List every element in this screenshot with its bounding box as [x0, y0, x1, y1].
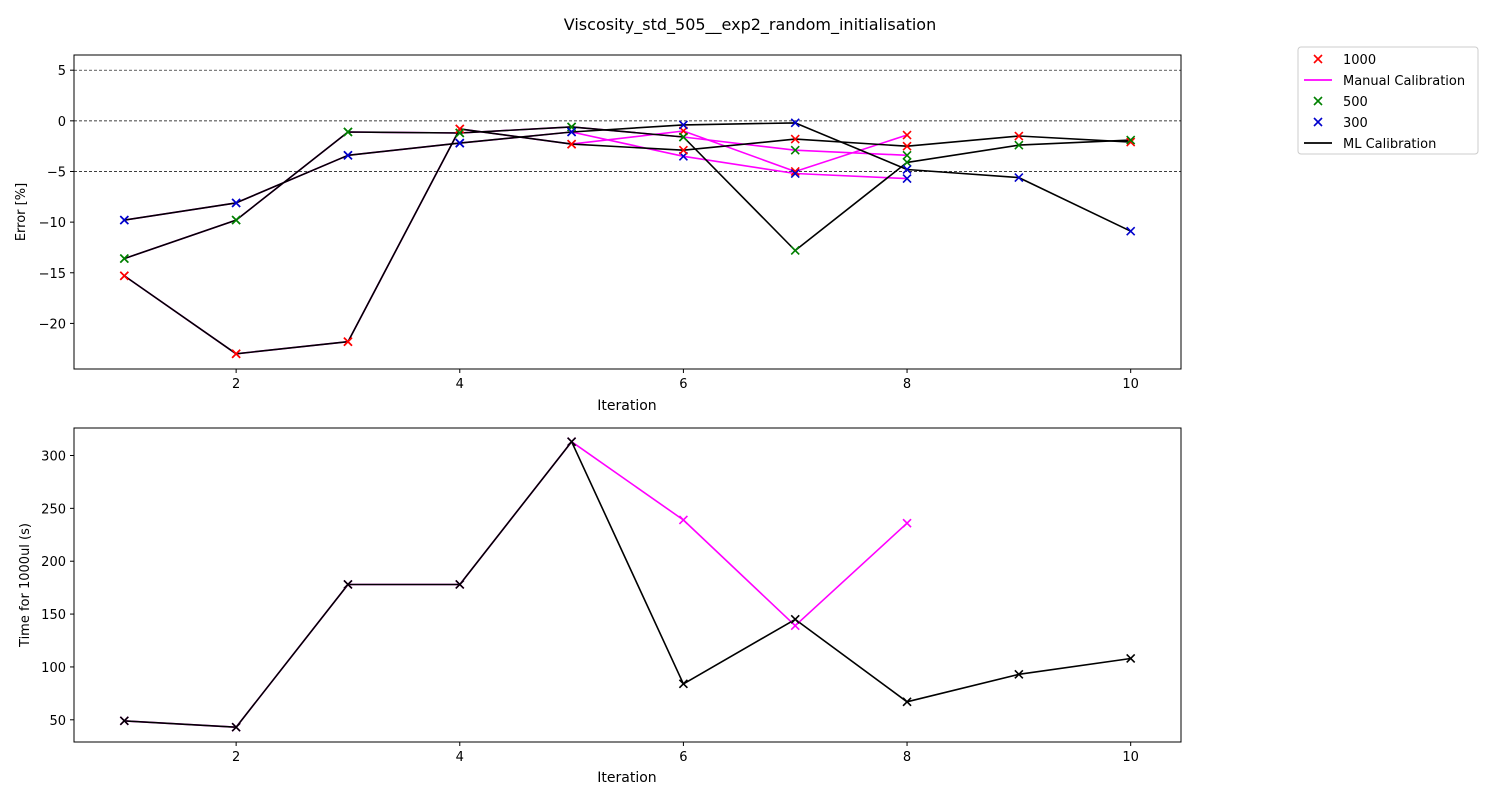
error-plot-ml-point-1000 [678, 145, 688, 155]
time-plot-xtick-label: 8 [903, 750, 911, 765]
legend-label: 1000 [1343, 53, 1376, 68]
legend-label: Manual Calibration [1343, 74, 1465, 89]
legend: 1000 Manual Calibration 500 300 ML Calibrati… [1297, 46, 1479, 155]
time-plot-xlabel: Iteration [597, 770, 656, 786]
error-plot-xtick-label: 8 [903, 377, 911, 392]
error-plot-ml-point-300 [343, 150, 353, 160]
error-plot-ml-point-500 [343, 127, 353, 137]
error-plot-xtick-label: 4 [456, 377, 464, 392]
error-plot-ml-point-500 [790, 245, 800, 256]
error-plot-manual-point-500 [790, 145, 800, 155]
error-plot-manual-line-300 [124, 131, 908, 221]
time-plot-ml-point [1014, 669, 1024, 679]
error-plot-manual-point-300 [902, 174, 912, 184]
time-plot-ytick-label: 50 [49, 714, 66, 729]
error-plot-xtick-label: 6 [679, 377, 687, 392]
error-plot-ytick-label: −5 [47, 165, 66, 180]
time-plot-ml-line [124, 440, 1131, 729]
time-plot-xtick-label: 6 [679, 750, 687, 765]
error-plot-ml-point-500 [902, 157, 912, 167]
time-plot-ytick-label: 250 [41, 502, 66, 517]
time-plot-manual-point [678, 515, 688, 525]
legend-marker-500 [1313, 96, 1323, 106]
time-plot-ml-point [902, 697, 912, 707]
error-plot-manual-line-500 [124, 126, 908, 260]
error-plot-ytick-label: −15 [39, 267, 66, 282]
error-plot-manual-line-1000 [123, 128, 908, 355]
error-plot-frame [73, 54, 1182, 370]
time-plot-ml-point [455, 579, 465, 590]
time-plot-ml-point [1126, 653, 1136, 664]
error-plot-manual-point-1000 [902, 130, 912, 140]
legend-frame [1297, 46, 1479, 155]
time-plot-ytick-label: 200 [41, 555, 66, 570]
legend-label: 300 [1343, 116, 1368, 131]
time-plot-ml-point [119, 716, 129, 726]
error-plot-ml-point-1000 [119, 271, 129, 281]
error-plot-ml-point-1000 [231, 349, 241, 359]
time-plot-xtick-label: 10 [1122, 750, 1139, 765]
time-plot-ytick-label: 300 [41, 449, 66, 464]
error-plot-ml-point-500 [1126, 135, 1136, 145]
error-plot-manual-point-500 [902, 150, 912, 160]
time-plot-ml-point [790, 614, 800, 624]
error-plot-ml-point-500 [1014, 140, 1024, 150]
error-plot-ytick-label: −10 [39, 216, 66, 231]
legend-marker-300 [1313, 117, 1323, 127]
time-plot-ml-point [343, 579, 353, 590]
error-plot-ml-point-1000 [567, 139, 577, 149]
error-plot-ml-line-500 [124, 126, 1131, 260]
error-plot-xtick-label: 2 [232, 377, 240, 392]
error-plot-ml-point-1000 [1014, 131, 1024, 141]
time-plot-ml-point [678, 679, 688, 689]
error-plot-ml-point-500 [455, 128, 465, 138]
time-plot-ylabel: Time for 1000ul (s) [18, 523, 33, 648]
error-plot-ml-line-1000 [123, 128, 1131, 355]
legend-marker-1000 [1313, 54, 1323, 64]
time-plot-ytick-label: 100 [41, 661, 66, 676]
error-plot-xtick-label: 10 [1122, 377, 1139, 392]
error-plot-xlabel: Iteration [597, 398, 656, 414]
error-plot-ytick-label: 5 [58, 64, 66, 79]
error-plot-ml-point-300 [231, 198, 241, 208]
error-plot-ml-point-300 [1014, 172, 1024, 183]
error-plot-ml-point-300 [1126, 226, 1136, 236]
error-plot-ml-point-1000 [455, 124, 465, 134]
error-plot-ml-point-500 [119, 254, 129, 264]
time-plot-manual-line [124, 440, 908, 729]
time-plot: 2 4 6 8 10 300 250 200 150 100 50 Iteration Time f… [18, 427, 1182, 786]
error-plot-ml-point-300 [678, 120, 688, 130]
error-plot-ylabel: Error [%] [14, 183, 29, 241]
error-plot: 2 4 6 8 10 5 0 −5 −10 −15 −20 Iteration Error [%] [14, 54, 1182, 414]
time-plot-xtick-label: 2 [232, 750, 240, 765]
time-plot-ml-point [231, 722, 241, 732]
error-plot-ml-point-300 [119, 215, 129, 225]
time-plot-ytick-label: 150 [41, 608, 66, 623]
error-plot-ytick-label: 0 [58, 115, 66, 130]
error-plot-ml-point-500 [231, 215, 241, 225]
error-plot-ml-point-300 [790, 118, 800, 128]
time-plot-frame [73, 427, 1182, 743]
error-plot-manual-point-1000 [790, 166, 800, 177]
error-plot-ml-point-300 [455, 138, 465, 148]
error-plot-ml-point-1000 [1126, 137, 1136, 147]
time-plot-manual-point [902, 518, 912, 528]
chart-title: Viscosity_std_505__exp2_random_initialis… [564, 15, 936, 35]
error-plot-manual-point-300 [790, 168, 800, 179]
legend-label: ML Calibration [1343, 137, 1436, 152]
error-plot-ml-point-300 [902, 164, 912, 175]
error-plot-ml-point-1000 [343, 337, 353, 347]
legend-label: 500 [1343, 95, 1368, 110]
error-plot-ytick-label: −20 [39, 317, 66, 332]
error-plot-ml-line-300 [124, 122, 1132, 232]
time-plot-ml-point [567, 437, 577, 447]
error-plot-ml-point-1000 [790, 134, 800, 144]
time-plot-xtick-label: 4 [456, 750, 464, 765]
error-plot-ml-point-300 [567, 127, 577, 137]
error-plot-ml-point-1000 [902, 141, 912, 151]
error-plot-ml-point-500 [678, 132, 688, 142]
